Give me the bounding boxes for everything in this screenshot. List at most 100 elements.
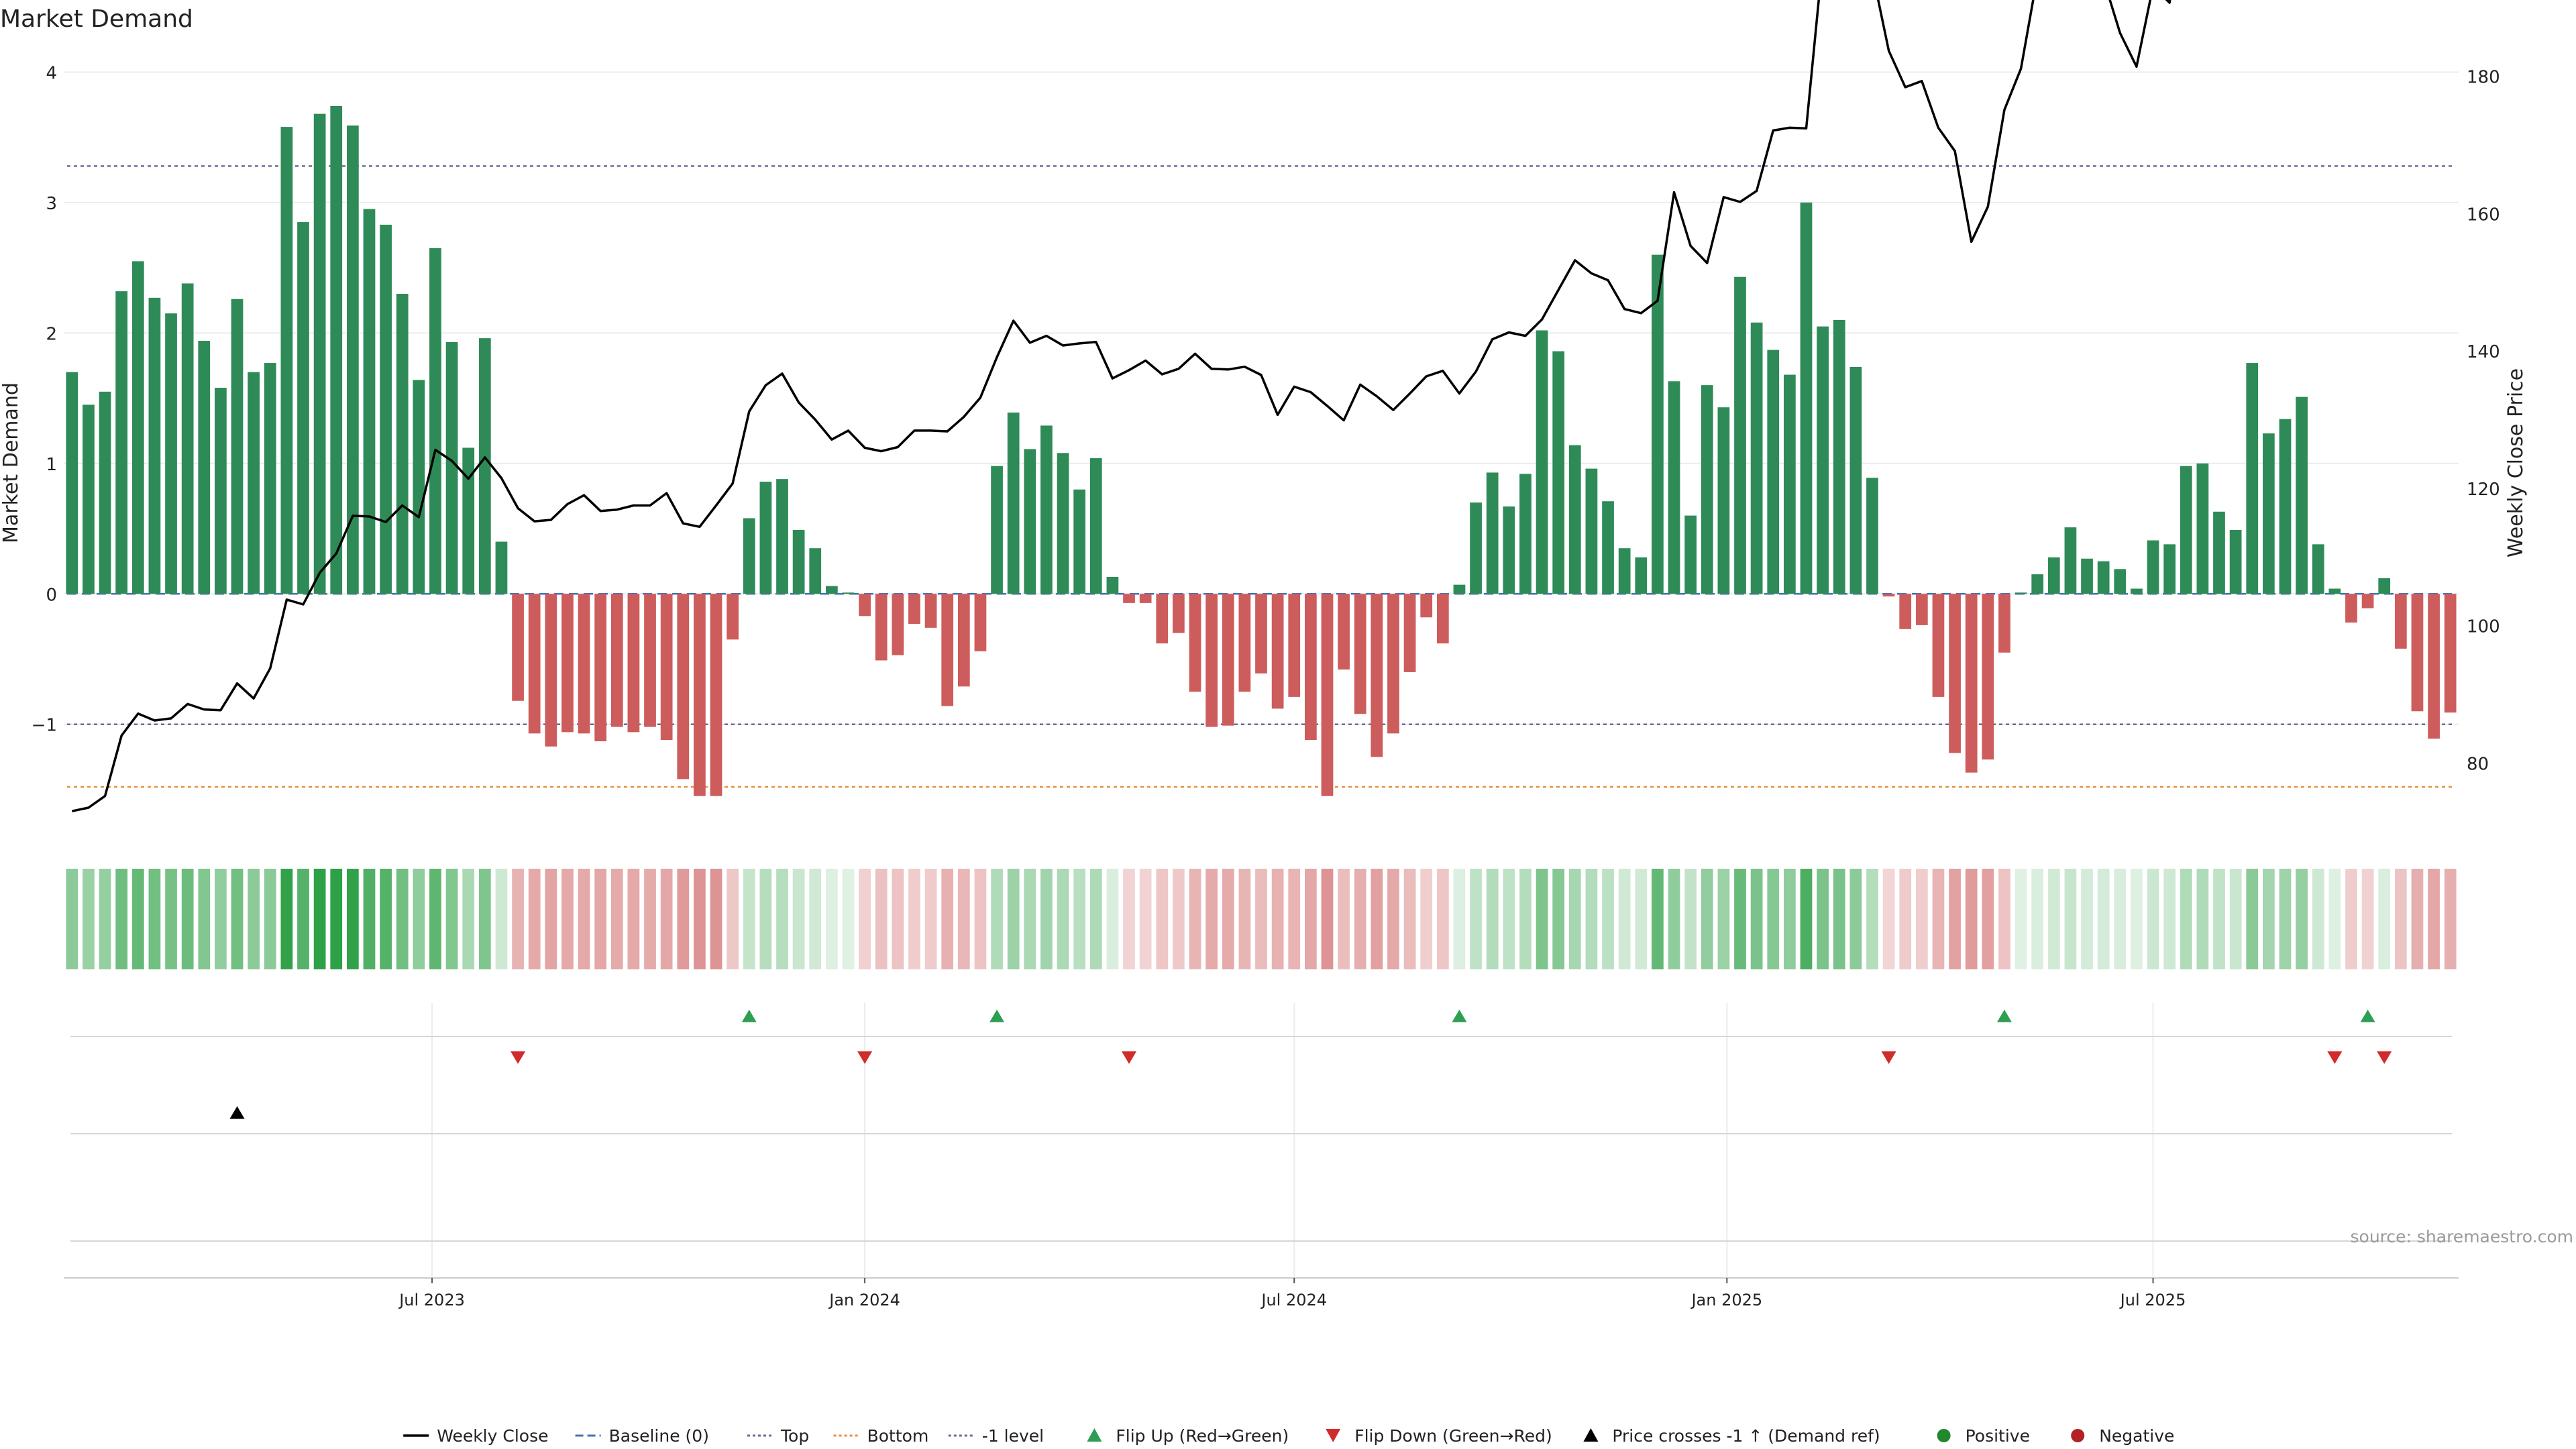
demand-bar — [1800, 202, 1813, 594]
grid-lines — [64, 71, 2459, 1278]
heat-cell — [2031, 869, 2044, 969]
demand-bar — [2015, 592, 2027, 594]
heat-cell — [1684, 869, 1697, 969]
demand-bar — [1503, 506, 1515, 594]
demand-bar — [2147, 540, 2159, 594]
flip-down-marker — [1881, 1051, 1896, 1064]
demand-bar — [1882, 594, 1895, 597]
demand-bar — [610, 594, 623, 727]
legend-swatch-circle — [1937, 1429, 1951, 1442]
demand-bar — [1371, 594, 1383, 757]
weekly-close-line-group — [71, 0, 2171, 812]
legend-swatch-triangle-up — [1087, 1428, 1102, 1442]
heat-cell — [561, 869, 574, 969]
heat-cell — [892, 869, 904, 969]
demand-bar — [1470, 502, 1482, 594]
demand-bar — [1106, 576, 1119, 594]
demand-bar — [991, 466, 1003, 594]
demand-bar — [1173, 594, 1185, 633]
demand-bar — [2361, 594, 2374, 608]
heat-cell — [1618, 869, 1631, 969]
heat-cell — [759, 869, 772, 969]
heat-cell — [908, 869, 920, 969]
demand-bar — [445, 341, 458, 594]
weekly-close-line — [71, 0, 2171, 812]
y-tick-label: 4 — [46, 63, 57, 83]
heat-cell — [2180, 869, 2192, 969]
demand-bar — [1734, 276, 1746, 594]
heat-cell — [2361, 869, 2374, 969]
heat-cell — [1420, 869, 1433, 969]
demand-bar — [131, 261, 144, 594]
demand-bar — [1998, 594, 2010, 653]
axes: 4 3 2 1 0 −1 180 160 140 120 100 80 Jul 2023 Jan 2024… — [32, 63, 2500, 1309]
heat-cell — [1882, 869, 1895, 969]
legend-item: Positive — [1937, 1426, 2030, 1446]
heat-cell — [1552, 869, 1565, 969]
heat-cell — [131, 869, 144, 969]
heat-cell — [1073, 869, 1086, 969]
demand-bar — [2229, 529, 2242, 594]
demand-bar — [2064, 527, 2077, 594]
heat-cell — [198, 869, 211, 969]
heat-cell — [1866, 869, 1878, 969]
demand-bar — [974, 594, 987, 651]
demand-bar — [825, 586, 838, 594]
demand-bar — [1817, 326, 1829, 594]
heat-cell — [677, 869, 690, 969]
heat-cell — [512, 869, 524, 969]
y-tick-label: −1 — [32, 716, 57, 736]
heat-cell — [2411, 869, 2424, 969]
heat-cell — [2064, 869, 2077, 969]
demand-bar — [1585, 468, 1598, 594]
heat-cell — [148, 869, 161, 969]
flip-up-marker — [989, 1010, 1005, 1022]
demand-bar — [627, 594, 640, 733]
demand-bar — [1767, 350, 1780, 594]
heat-cell — [1652, 869, 1664, 969]
flip-up-marker — [1452, 1010, 1467, 1022]
heat-cell — [2147, 869, 2159, 969]
demand-bar — [545, 594, 557, 747]
demand-bar — [248, 372, 260, 594]
heat-cell — [694, 869, 706, 969]
chart-title: Market Demand — [0, 5, 193, 33]
heat-cell — [313, 869, 326, 969]
heat-cell — [1271, 869, 1284, 969]
demand-bar — [1899, 594, 1912, 629]
heat-cell — [165, 869, 177, 969]
flip-up-marker — [741, 1010, 757, 1022]
heat-cell — [809, 869, 822, 969]
demand-bar — [2196, 463, 2209, 594]
heat-cell — [2328, 869, 2341, 969]
demand-bar — [495, 541, 508, 594]
legend-item: Negative — [2071, 1426, 2174, 1446]
legend-item: Flip Down (Green→Red) — [1326, 1426, 1552, 1446]
price-cross-marker — [229, 1106, 245, 1119]
heat-cell — [1750, 869, 1763, 969]
demand-bar — [677, 594, 690, 780]
heat-cell — [2097, 869, 2110, 969]
x-tick-label: Jul 2025 — [2119, 1291, 2186, 1309]
heat-cell — [2262, 869, 2275, 969]
demand-bar — [462, 447, 475, 594]
demand-bar — [1040, 425, 1053, 594]
heat-cell — [1717, 869, 1730, 969]
heat-cell — [1007, 869, 1020, 969]
demand-bar — [1354, 594, 1366, 714]
demand-bar — [2328, 588, 2341, 594]
demand-bars — [66, 106, 2457, 796]
heat-cell — [1387, 869, 1399, 969]
y-tick-label: 1 — [46, 455, 57, 475]
y2-tick-label: 100 — [2467, 617, 2500, 637]
heat-cell — [1767, 869, 1780, 969]
heat-cell — [2378, 869, 2391, 969]
heat-cell — [660, 869, 673, 969]
heat-cell — [1800, 869, 1813, 969]
demand-bar — [1652, 254, 1664, 594]
demand-bar — [363, 209, 376, 594]
demand-bar — [2411, 594, 2424, 712]
demand-bar — [1932, 594, 1945, 697]
demand-bar — [1453, 584, 1466, 594]
demand-bar — [2262, 433, 2275, 594]
